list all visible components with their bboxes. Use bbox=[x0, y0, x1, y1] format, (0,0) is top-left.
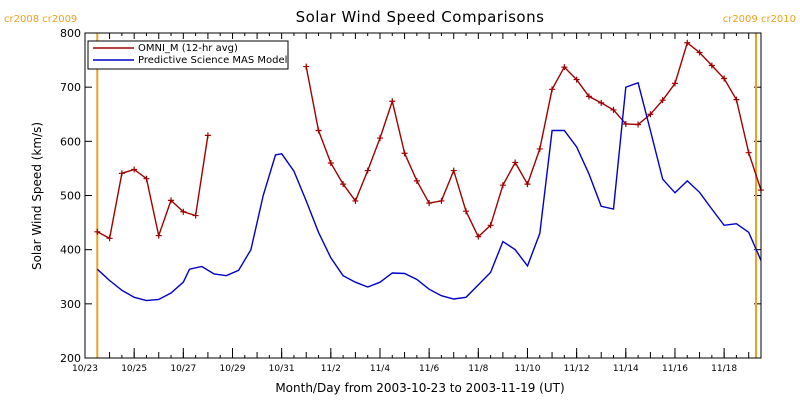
x-tick-label: 11/12 bbox=[564, 364, 590, 374]
omni-point bbox=[340, 181, 347, 188]
omni-point bbox=[487, 222, 494, 229]
omni-point bbox=[671, 80, 678, 87]
x-tick-label: 10/25 bbox=[121, 364, 147, 374]
omni-point bbox=[721, 75, 728, 82]
y-tick-label: 800 bbox=[60, 27, 81, 40]
y-tick-label: 700 bbox=[60, 81, 81, 94]
omni-point bbox=[635, 121, 642, 128]
omni-point bbox=[352, 197, 359, 204]
legend-box bbox=[87, 40, 289, 70]
omni-point bbox=[376, 135, 383, 142]
omni-point bbox=[499, 182, 506, 189]
omni-point bbox=[684, 39, 691, 46]
omni-point bbox=[401, 150, 408, 157]
omni-point bbox=[131, 166, 138, 173]
omni-point bbox=[389, 98, 396, 105]
omni-point bbox=[180, 208, 187, 215]
x-tick-label: 10/27 bbox=[170, 364, 196, 374]
omni-point bbox=[536, 145, 543, 152]
omni-point bbox=[622, 121, 629, 127]
carrington-label: cr2008 cr2009 bbox=[4, 14, 77, 25]
x-tick-label: 10/29 bbox=[220, 364, 246, 374]
plot-frame bbox=[84, 32, 762, 359]
omni-point bbox=[426, 200, 433, 207]
omni-point bbox=[155, 232, 162, 239]
omni-point bbox=[118, 170, 125, 177]
omni-point bbox=[327, 160, 334, 166]
omni-point bbox=[659, 97, 666, 104]
x-tick-label: 11/6 bbox=[419, 364, 439, 374]
series-layer bbox=[94, 39, 764, 302]
y-axis-label: Solar Wind Speed (km/s) bbox=[30, 122, 44, 270]
omni-point bbox=[315, 127, 322, 134]
y-tick-label: 300 bbox=[60, 298, 81, 311]
omni-point bbox=[192, 212, 199, 219]
omni-point bbox=[463, 208, 470, 215]
x-tick-label: 11/8 bbox=[468, 364, 488, 374]
carrington-markers: cr2008 cr2009 cr2009 cr2010 bbox=[4, 14, 796, 358]
y-tick-label: 200 bbox=[60, 352, 81, 365]
chart-title: Solar Wind Speed Comparisons bbox=[296, 8, 545, 26]
omni-point bbox=[647, 111, 654, 118]
x-tick-label: 11/4 bbox=[370, 364, 390, 374]
x-tick-label: 11/10 bbox=[515, 364, 541, 374]
omni-point bbox=[696, 49, 703, 56]
y-ticks: 200 300 400 500 600 700 800 bbox=[60, 27, 761, 365]
omni-point bbox=[598, 99, 605, 106]
y-tick-label: 600 bbox=[60, 135, 81, 148]
omni-point bbox=[561, 64, 568, 71]
omni-point bbox=[475, 233, 482, 240]
omni-point bbox=[204, 132, 211, 139]
legend: OMNI_M (12-hr avg) Predictive Science MA… bbox=[87, 40, 289, 70]
x-tick-label: 11/14 bbox=[613, 364, 639, 374]
omni-point bbox=[364, 167, 371, 174]
y-tick-label: 400 bbox=[60, 244, 81, 257]
x-tick-label: 10/31 bbox=[269, 364, 295, 374]
omni-point bbox=[573, 76, 580, 83]
omni-point bbox=[745, 149, 752, 156]
omni-point bbox=[143, 175, 150, 182]
omni-series-line bbox=[96, 135, 209, 240]
x-ticks: 10/23 10/25 10/27 10/29 10/31 11/2 11/4 11/6 11/… bbox=[72, 33, 762, 374]
x-axis-label: Month/Day from 2003-10-23 to 2003-11-19 … bbox=[275, 381, 564, 395]
legend-mas-label: Predictive Science MAS Model bbox=[138, 55, 287, 66]
omni-point bbox=[438, 197, 445, 204]
omni-series-line bbox=[305, 41, 762, 238]
x-tick-label: 11/18 bbox=[711, 364, 737, 374]
x-tick-label: 11/16 bbox=[662, 364, 688, 374]
omni-point bbox=[585, 93, 592, 100]
x-tick-label: 10/23 bbox=[72, 364, 98, 374]
omni-point bbox=[106, 235, 113, 242]
omni-point bbox=[610, 106, 617, 113]
omni-point bbox=[708, 62, 715, 69]
omni-point bbox=[413, 177, 420, 184]
omni-point bbox=[94, 228, 101, 235]
omni-point bbox=[733, 96, 740, 103]
legend-omni-label: OMNI_M (12-hr avg) bbox=[138, 43, 238, 54]
mas-series-line bbox=[96, 81, 762, 302]
carrington-label: cr2009 cr2010 bbox=[723, 14, 796, 25]
y-tick-label: 500 bbox=[60, 190, 81, 203]
omni-point bbox=[524, 181, 531, 188]
omni-point bbox=[512, 159, 519, 166]
omni-point bbox=[168, 197, 175, 204]
x-tick-label: 11/2 bbox=[321, 364, 341, 374]
omni-point bbox=[450, 167, 457, 174]
omni-point bbox=[549, 86, 556, 93]
omni-point bbox=[303, 63, 310, 70]
